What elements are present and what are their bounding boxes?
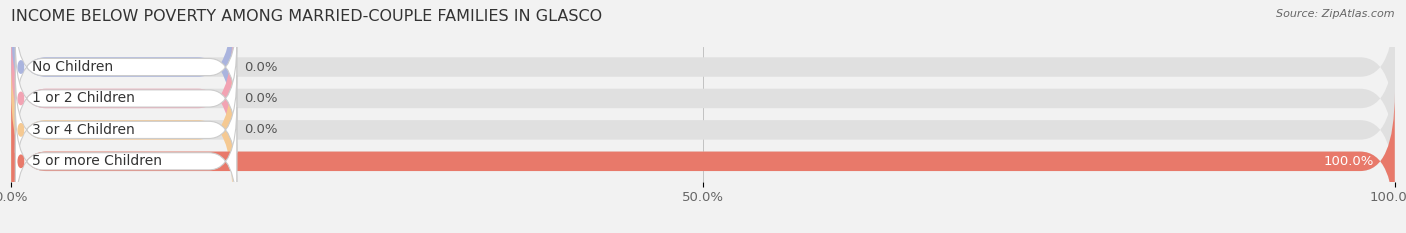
FancyBboxPatch shape: [11, 0, 232, 136]
FancyBboxPatch shape: [11, 61, 1395, 199]
Text: 0.0%: 0.0%: [243, 123, 277, 136]
Text: 100.0%: 100.0%: [1323, 155, 1374, 168]
FancyBboxPatch shape: [15, 13, 236, 121]
FancyBboxPatch shape: [11, 0, 1395, 136]
FancyBboxPatch shape: [11, 93, 1395, 230]
FancyBboxPatch shape: [15, 107, 236, 216]
Circle shape: [18, 92, 24, 105]
Text: 0.0%: 0.0%: [243, 92, 277, 105]
FancyBboxPatch shape: [15, 75, 236, 184]
Text: 3 or 4 Children: 3 or 4 Children: [32, 123, 135, 137]
FancyBboxPatch shape: [11, 30, 232, 167]
Text: 1 or 2 Children: 1 or 2 Children: [32, 92, 135, 106]
FancyBboxPatch shape: [11, 30, 1395, 167]
Circle shape: [18, 155, 24, 168]
Text: 5 or more Children: 5 or more Children: [32, 154, 162, 168]
FancyBboxPatch shape: [11, 93, 1395, 230]
Text: No Children: No Children: [32, 60, 112, 74]
Circle shape: [18, 124, 24, 136]
Text: INCOME BELOW POVERTY AMONG MARRIED-COUPLE FAMILIES IN GLASCO: INCOME BELOW POVERTY AMONG MARRIED-COUPL…: [11, 9, 602, 24]
FancyBboxPatch shape: [11, 61, 232, 199]
Circle shape: [18, 61, 24, 73]
FancyBboxPatch shape: [15, 44, 236, 153]
Text: 0.0%: 0.0%: [243, 61, 277, 74]
Text: Source: ZipAtlas.com: Source: ZipAtlas.com: [1277, 9, 1395, 19]
